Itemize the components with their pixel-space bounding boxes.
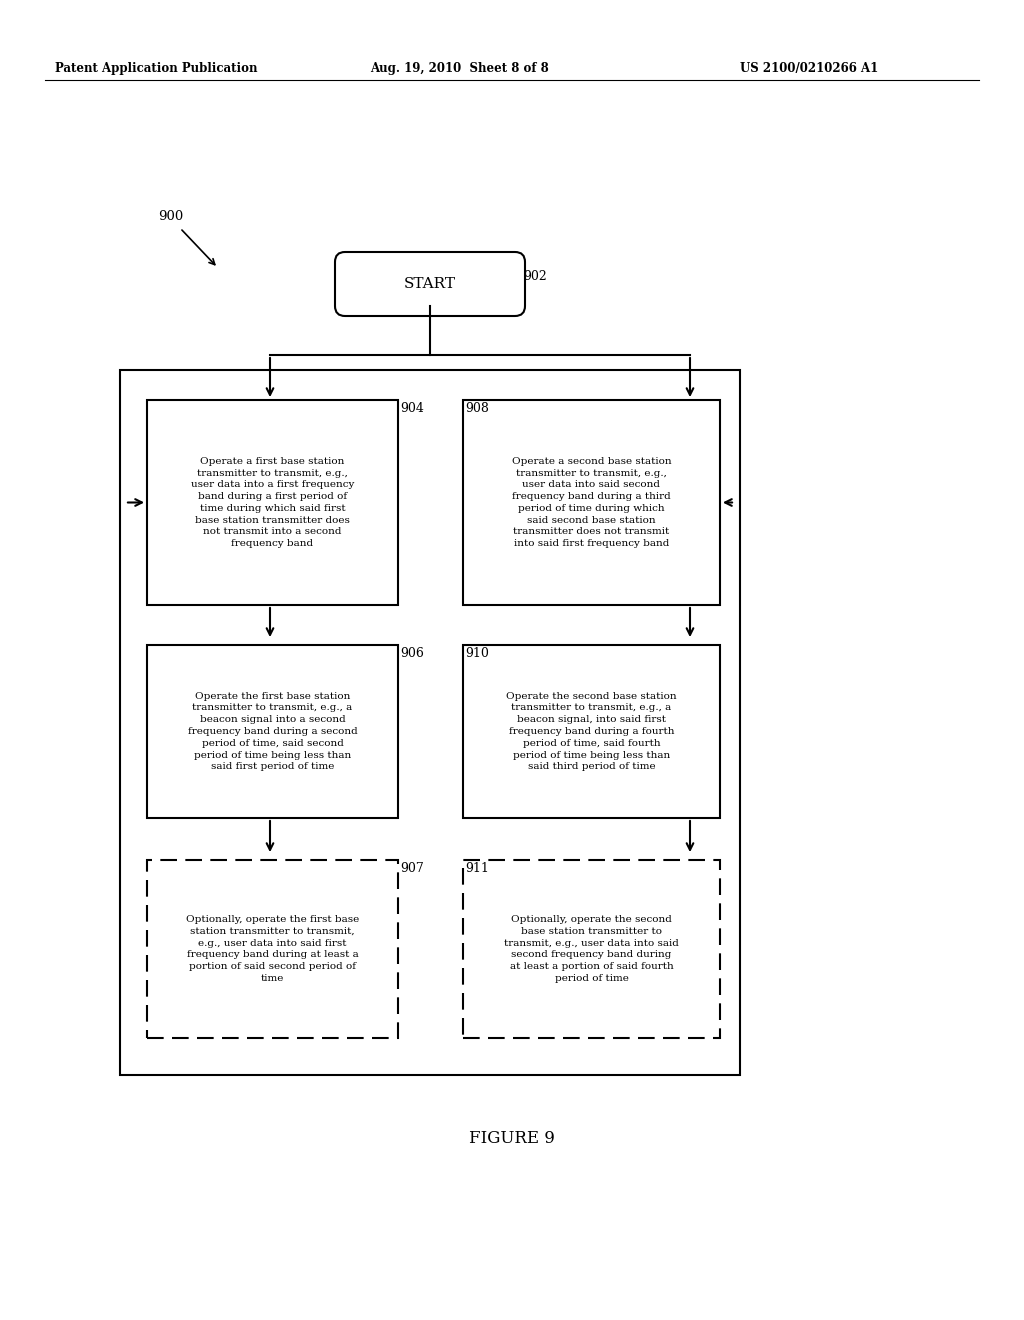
Bar: [463, 861, 720, 1038]
Text: Optionally, operate the second
base station transmitter to
transmit, e.g., user : Optionally, operate the second base stat…: [504, 915, 679, 983]
Text: Operate a first base station
transmitter to transmit, e.g.,
user data into a fir: Operate a first base station transmitter…: [190, 457, 354, 548]
Text: Patent Application Publication: Patent Application Publication: [55, 62, 257, 75]
FancyBboxPatch shape: [335, 252, 525, 315]
Bar: [463, 645, 720, 818]
Text: 907: 907: [400, 862, 424, 875]
Text: 908: 908: [465, 403, 488, 414]
Text: Operate the first base station
transmitter to transmit, e.g., a
beacon signal in: Operate the first base station transmitt…: [187, 692, 357, 771]
Text: 900: 900: [158, 210, 183, 223]
Text: START: START: [404, 277, 456, 290]
Bar: [147, 645, 398, 818]
Text: 906: 906: [400, 647, 424, 660]
Bar: [463, 400, 720, 605]
Text: Aug. 19, 2010  Sheet 8 of 8: Aug. 19, 2010 Sheet 8 of 8: [370, 62, 549, 75]
Text: 910: 910: [465, 647, 488, 660]
Text: US 2100/0210266 A1: US 2100/0210266 A1: [740, 62, 879, 75]
Text: FIGURE 9: FIGURE 9: [469, 1130, 555, 1147]
Text: Operate a second base station
transmitter to transmit, e.g.,
user data into said: Operate a second base station transmitte…: [512, 457, 672, 548]
Text: Optionally, operate the first base
station transmitter to transmit,
e.g., user d: Optionally, operate the first base stati…: [186, 915, 359, 983]
Text: Operate the second base station
transmitter to transmit, e.g., a
beacon signal, : Operate the second base station transmit…: [506, 692, 677, 771]
Bar: [147, 861, 398, 1038]
Bar: [120, 370, 740, 1074]
Text: 902: 902: [523, 271, 547, 282]
Text: 911: 911: [465, 862, 488, 875]
Text: 904: 904: [400, 403, 424, 414]
Bar: [147, 400, 398, 605]
